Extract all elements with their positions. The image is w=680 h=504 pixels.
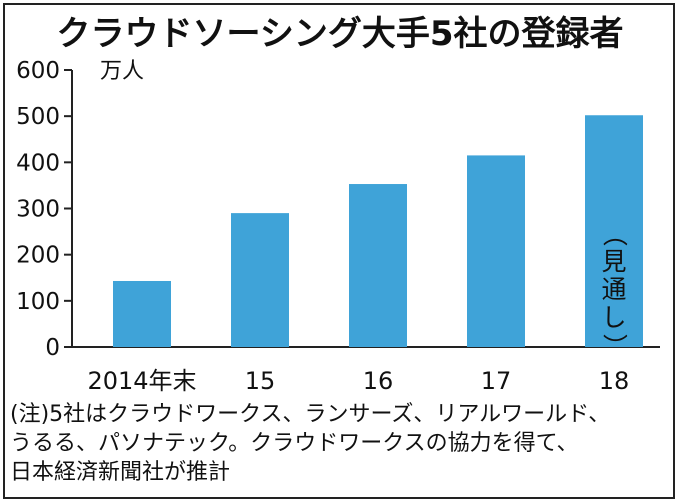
- bar-18: [585, 115, 643, 347]
- x-tick-label: 15: [245, 367, 276, 395]
- y-tick-label: 300: [16, 197, 60, 223]
- x-tick-label: 16: [363, 367, 394, 395]
- x-tick-label: 17: [481, 367, 512, 395]
- y-tick-label: 400: [16, 150, 60, 176]
- y-tick-label: 100: [16, 289, 60, 315]
- bar-annotation-char: 見: [601, 247, 626, 276]
- bar-annotation-char: 通: [601, 275, 626, 304]
- y-tick-label: 200: [16, 243, 60, 269]
- bar-annotation: （見通し）: [600, 221, 629, 358]
- bar-17: [467, 155, 525, 347]
- footnote-line-2: うるる、パソナテック。クラウドワークスの協力を得て、: [10, 431, 579, 456]
- y-tick-label: 0: [45, 335, 60, 361]
- footnote-line-3: 日本経済新聞社が推計: [10, 460, 231, 485]
- chart-frame: [3, 3, 675, 499]
- chart-title: クラウドソーシング大手5社の登録者: [56, 14, 624, 54]
- footnote: (注)5社はクラウドワークス、ランサーズ、リアルワールド、 うるる、パソナテック…: [10, 400, 674, 487]
- bar-15: [231, 213, 289, 347]
- bar-annotation-char: ）: [600, 333, 629, 358]
- bar-annotation-char: （: [600, 221, 629, 246]
- bar-chart: 0 100 200 300 400 500 600 万人 2014年末 15 16 17 18 （見通し）: [16, 58, 660, 395]
- x-tick-label: 18: [599, 367, 630, 395]
- bar-2014年末: [113, 280, 171, 347]
- y-unit-label: 万人: [100, 59, 144, 84]
- y-tick-label: 500: [16, 104, 60, 130]
- x-tick-label: 2014年末: [87, 367, 196, 395]
- y-tick-label: 600: [16, 58, 60, 84]
- footnote-line-1: (注)5社はクラウドワークス、ランサーズ、リアルワールド、: [10, 402, 611, 427]
- bar-annotation-char: し: [601, 303, 626, 332]
- bar-16: [349, 184, 407, 347]
